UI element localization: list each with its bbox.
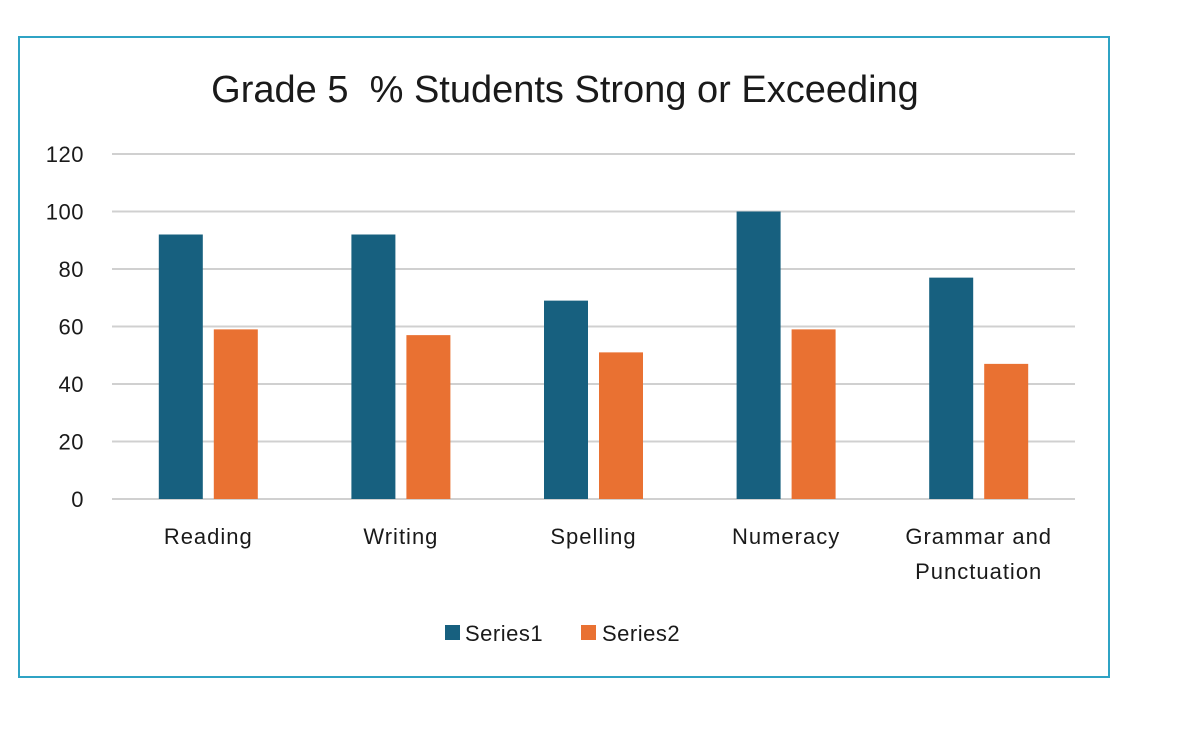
x-axis-category-labels: Reading Writing Spelling Numeracy Grammar an… <box>164 524 1052 584</box>
legend-swatch-series2 <box>581 625 596 640</box>
bar-series2-grammar-and-punctuation <box>984 363 1029 499</box>
x-category-label: Spelling <box>550 524 636 549</box>
bar-series2-numeracy <box>791 329 836 499</box>
chart-title: Grade 5 % Students Strong or Exceeding <box>211 69 919 111</box>
bar-series1-writing <box>351 234 396 499</box>
bar-series2-spelling <box>599 352 643 499</box>
bar-series1-grammar-and-punctuation <box>929 277 974 499</box>
bar-series2-writing <box>406 335 451 499</box>
gridlines <box>112 153 1075 500</box>
legend-label-series2: Series2 <box>602 621 680 646</box>
y-axis-tick-labels: 0 20 40 60 80 100 120 <box>46 142 84 512</box>
bar-series1-numeracy <box>736 211 781 499</box>
bar-series1-spelling <box>544 300 588 499</box>
y-tick-label: 20 <box>59 430 84 455</box>
y-tick-label: 40 <box>59 372 84 397</box>
legend-label-series1: Series1 <box>465 621 543 646</box>
legend-swatch-series1 <box>445 625 460 640</box>
y-tick-label: 0 <box>71 487 84 512</box>
x-category-label: Writing <box>363 524 438 549</box>
bars <box>158 211 1029 499</box>
legend: Series1 Series2 <box>445 621 680 646</box>
y-tick-label: 120 <box>46 142 84 167</box>
x-category-label: Reading <box>164 524 253 549</box>
x-category-label: Numeracy <box>732 524 840 549</box>
bar-series2-reading <box>213 329 258 499</box>
bar-series1-reading <box>158 234 203 499</box>
x-category-label: Grammar and <box>905 524 1052 549</box>
x-category-label: Punctuation <box>915 559 1042 584</box>
y-tick-label: 60 <box>59 315 84 340</box>
y-tick-label: 100 <box>46 200 84 225</box>
y-tick-label: 80 <box>59 257 84 282</box>
